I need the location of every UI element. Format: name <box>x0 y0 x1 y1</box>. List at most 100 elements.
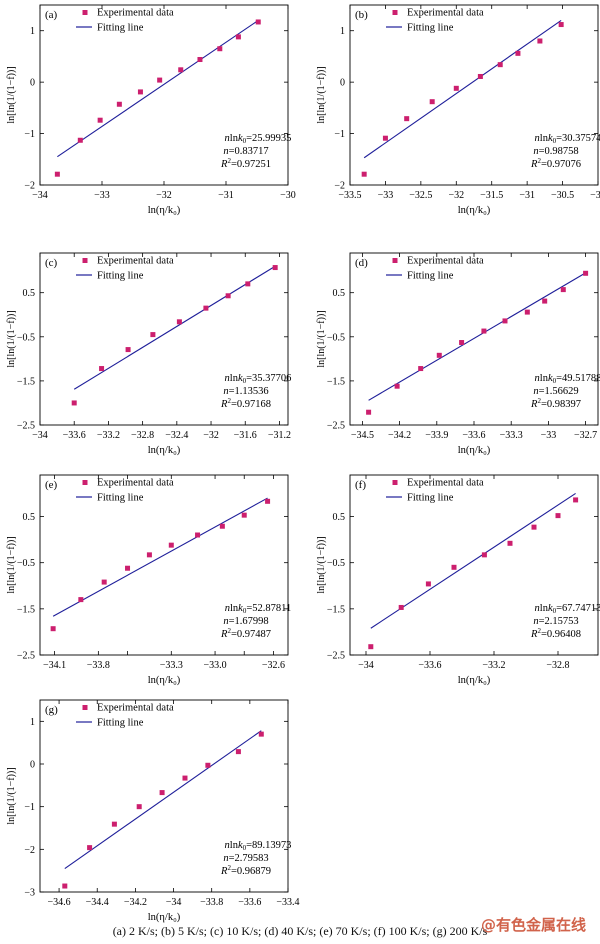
data-point <box>555 513 561 519</box>
data-point <box>404 116 410 122</box>
legend-label-fitting: Fitting line <box>97 493 144 504</box>
panel-label: (d) <box>355 257 368 269</box>
chart-panel-6: −34 −33.6 −33.2 −32.8 −2.5 −1.5 −0.5 0.5 ln(η/k₀… <box>316 474 600 686</box>
legend-label-experimental: Experimental data <box>407 8 484 19</box>
data-point <box>116 101 122 107</box>
x-tick-label: −34.2 <box>124 897 147 908</box>
y-tick-label: −3 <box>24 888 35 899</box>
data-point <box>146 552 152 558</box>
data-point <box>368 644 374 650</box>
data-point <box>573 497 579 503</box>
x-tick-label: −33 <box>378 190 394 201</box>
data-point <box>255 19 261 25</box>
y-tick-label: 1 <box>30 717 35 728</box>
legend-label-fitting: Fitting line <box>407 23 454 34</box>
x-tick-label: −30 <box>590 190 600 201</box>
x-tick-label: −32 <box>203 430 219 441</box>
data-point <box>418 366 424 372</box>
x-tick-label: −34 <box>32 190 48 201</box>
x-tick-label: −31.5 <box>480 190 503 201</box>
data-point <box>258 731 264 737</box>
annotation-n: n=1.56629 <box>533 386 578 397</box>
plot-frame <box>349 4 599 186</box>
data-point <box>477 73 483 79</box>
x-tick-label: −33.8 <box>200 897 223 908</box>
x-tick-label: −33.8 <box>87 660 110 671</box>
annotation-r2: R2=0.97168 <box>220 397 271 410</box>
data-point <box>219 523 225 529</box>
y-axis-label: ln[ln(1/(1−f))] <box>6 66 17 123</box>
annotation-r2: R2=0.96408 <box>530 627 581 640</box>
x-tick-label: −34.2 <box>388 430 411 441</box>
x-tick-label: −34.5 <box>351 430 374 441</box>
data-point <box>531 524 537 530</box>
data-point <box>77 137 83 143</box>
data-point <box>101 579 107 585</box>
x-tick-label: −33.6 <box>418 660 441 671</box>
data-point <box>502 318 508 324</box>
y-tick-label: −1.5 <box>327 376 345 387</box>
data-point <box>78 597 84 603</box>
x-axis-label: ln(η/k₀) <box>148 445 181 456</box>
x-tick-label: −32.8 <box>546 660 569 671</box>
data-point <box>205 762 211 768</box>
data-point <box>425 581 431 587</box>
y-tick-label: 0 <box>30 760 35 771</box>
legend-label-fitting: Fitting line <box>407 493 454 504</box>
data-point <box>217 46 223 52</box>
data-point <box>382 135 388 141</box>
x-tick-label: −33.2 <box>97 430 120 441</box>
data-point <box>459 340 465 346</box>
data-point <box>481 328 487 334</box>
x-tick-label: −34 <box>166 897 182 908</box>
x-tick-label: −33.6 <box>238 897 261 908</box>
data-point <box>436 352 442 358</box>
x-tick-label: −33.3 <box>500 430 523 441</box>
panel-label: (e) <box>45 479 58 491</box>
data-point <box>54 171 60 177</box>
fitting-line <box>52 497 268 617</box>
legend-label-fitting: Fitting line <box>97 271 144 282</box>
x-axis-label: ln(η/k₀) <box>458 445 491 456</box>
data-point <box>97 117 103 123</box>
data-point <box>225 293 231 299</box>
data-point <box>524 309 530 315</box>
data-point <box>50 626 56 632</box>
x-tick-label: −33 <box>541 430 557 441</box>
x-tick-label: −31.2 <box>268 430 291 441</box>
fitting-line <box>73 265 276 390</box>
data-point <box>136 804 142 810</box>
data-point <box>168 542 174 548</box>
data-point <box>497 62 503 68</box>
annotation-r2: R2=0.97076 <box>530 157 581 170</box>
y-tick-label: 0.5 <box>23 512 36 523</box>
data-point <box>150 332 156 338</box>
annotation-nlnk0: nlnk0=67.74713 <box>535 603 600 615</box>
annotation-nlnk0: nlnk0=25.99935 <box>225 133 292 145</box>
x-tick-label: −30.5 <box>551 190 574 201</box>
plot-frame <box>39 699 289 893</box>
data-point <box>159 790 165 796</box>
y-tick-label: 0.5 <box>333 512 346 523</box>
annotation-nlnk0: nlnk0=89.13973 <box>225 840 292 852</box>
x-tick-label: −33.4 <box>276 897 299 908</box>
annotation-r2: R2=0.97487 <box>220 627 271 640</box>
data-point <box>99 366 105 372</box>
data-point <box>87 845 93 851</box>
x-tick-label: −32.8 <box>131 430 154 441</box>
x-tick-label: −33.0 <box>203 660 226 671</box>
annotation-nlnk0: nlnk0=30.37574 <box>535 133 600 145</box>
data-point <box>542 298 548 304</box>
data-point <box>195 532 201 538</box>
fitting-line <box>363 19 562 159</box>
data-point <box>241 512 247 518</box>
annotation-nlnk0: nlnk0=52.87811 <box>225 603 292 615</box>
panel-label: (f) <box>355 479 366 491</box>
data-point <box>366 409 372 415</box>
x-axis-label: ln(η/k₀) <box>458 675 491 686</box>
x-tick-label: −32 <box>156 190 172 201</box>
data-point <box>558 22 564 28</box>
y-tick-label: 1 <box>30 26 35 37</box>
data-point <box>560 287 566 293</box>
panel-label: (a) <box>45 9 58 21</box>
